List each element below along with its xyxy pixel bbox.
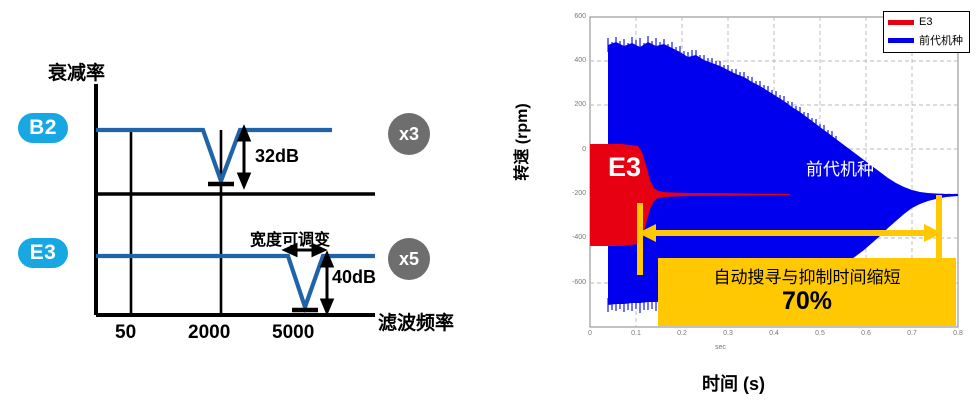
right-y-tick-m400: -400 bbox=[571, 234, 586, 241]
left-x-tick-50: 50 bbox=[115, 322, 137, 343]
time-reduction-span-arrow bbox=[637, 195, 942, 275]
right-x-tick-0: 0 bbox=[588, 330, 592, 337]
right-x-tick-05: 0.5 bbox=[815, 330, 825, 337]
legend-item-e3: E3 bbox=[888, 16, 963, 28]
e3-depth-arrow bbox=[319, 250, 335, 316]
multiplier-circle-x5: x5 bbox=[388, 238, 430, 280]
chart-annotation-e3: E3 bbox=[608, 152, 642, 182]
right-y-tick-m600: -600 bbox=[571, 279, 586, 286]
right-x-tick-07: 0.7 bbox=[907, 330, 917, 337]
right-y-tick-m200: -200 bbox=[571, 190, 586, 197]
right-y-tick-600: 600 bbox=[574, 13, 586, 20]
chart-annotation-previous-model: 前代机种 bbox=[806, 160, 874, 179]
chart-legend: E3 前代机种 bbox=[883, 11, 970, 53]
legend-label-previous-model: 前代机种 bbox=[919, 35, 963, 47]
right-x-tick-03: 0.3 bbox=[723, 330, 733, 337]
time-reduction-callout: 自动搜寻与抑制时间缩短 70% bbox=[658, 258, 956, 326]
right-x-tick-02: 0.2 bbox=[677, 330, 687, 337]
right-y-tick-400: 400 bbox=[574, 57, 586, 64]
legend-swatch-previous-model bbox=[888, 37, 914, 43]
callout-description: 自动搜寻与抑制时间缩短 bbox=[713, 268, 901, 288]
right-x-tick-08: 0.8 bbox=[953, 330, 963, 337]
b2-depth-arrow bbox=[236, 124, 252, 190]
attenuation-depth-32db-label: 32dB bbox=[255, 146, 300, 166]
left-x-axis-label: 滤波频率 bbox=[378, 313, 455, 334]
legend-label-e3: E3 bbox=[919, 16, 933, 28]
right-y-tick-200: 200 bbox=[574, 101, 586, 108]
callout-percentage: 70% bbox=[781, 287, 833, 316]
width-adjustable-label: 宽度可调变 bbox=[250, 232, 331, 249]
right-x-axis-label: 时间 (s) bbox=[702, 374, 765, 394]
right-y-axis-label: 转速 (rpm) bbox=[514, 103, 531, 181]
badge-b2: B2 bbox=[18, 113, 68, 143]
left-x-tick-2000: 2000 bbox=[188, 322, 231, 343]
previous-model-envelope bbox=[608, 42, 958, 305]
right-y-tick-0: 0 bbox=[582, 146, 586, 153]
right-x-tick-04: 0.4 bbox=[769, 330, 779, 337]
b2-response-curve bbox=[96, 127, 332, 188]
left-x-tick-5000: 5000 bbox=[272, 322, 315, 343]
previous-model-noise-top bbox=[607, 36, 837, 147]
badge-e3: E3 bbox=[18, 238, 68, 268]
filter-attenuation-diagram: B2 E3 x3 x5 衰减率 滤波频率 32dB 40dB 宽度可调变 50 … bbox=[18, 63, 455, 343]
right-x-tick-06: 0.6 bbox=[861, 330, 871, 337]
left-diagram-svg bbox=[94, 84, 375, 317]
e3-width-arrow bbox=[281, 242, 328, 258]
e3-response-curve bbox=[96, 253, 375, 314]
speed-vs-time-chart-panel: 600 400 200 0 -200 -400 -600 0 0.1 0.2 0… bbox=[490, 0, 977, 409]
attenuation-depth-40db-label: 40dB bbox=[332, 267, 377, 287]
right-x-unit-label: sec bbox=[715, 344, 726, 351]
legend-item-previous-model: 前代机种 bbox=[888, 32, 963, 48]
left-y-axis-label: 衰减率 bbox=[48, 63, 106, 84]
multiplier-circle-x3: x3 bbox=[388, 113, 430, 155]
right-x-tick-01: 0.1 bbox=[631, 330, 641, 337]
legend-swatch-e3 bbox=[888, 19, 914, 25]
